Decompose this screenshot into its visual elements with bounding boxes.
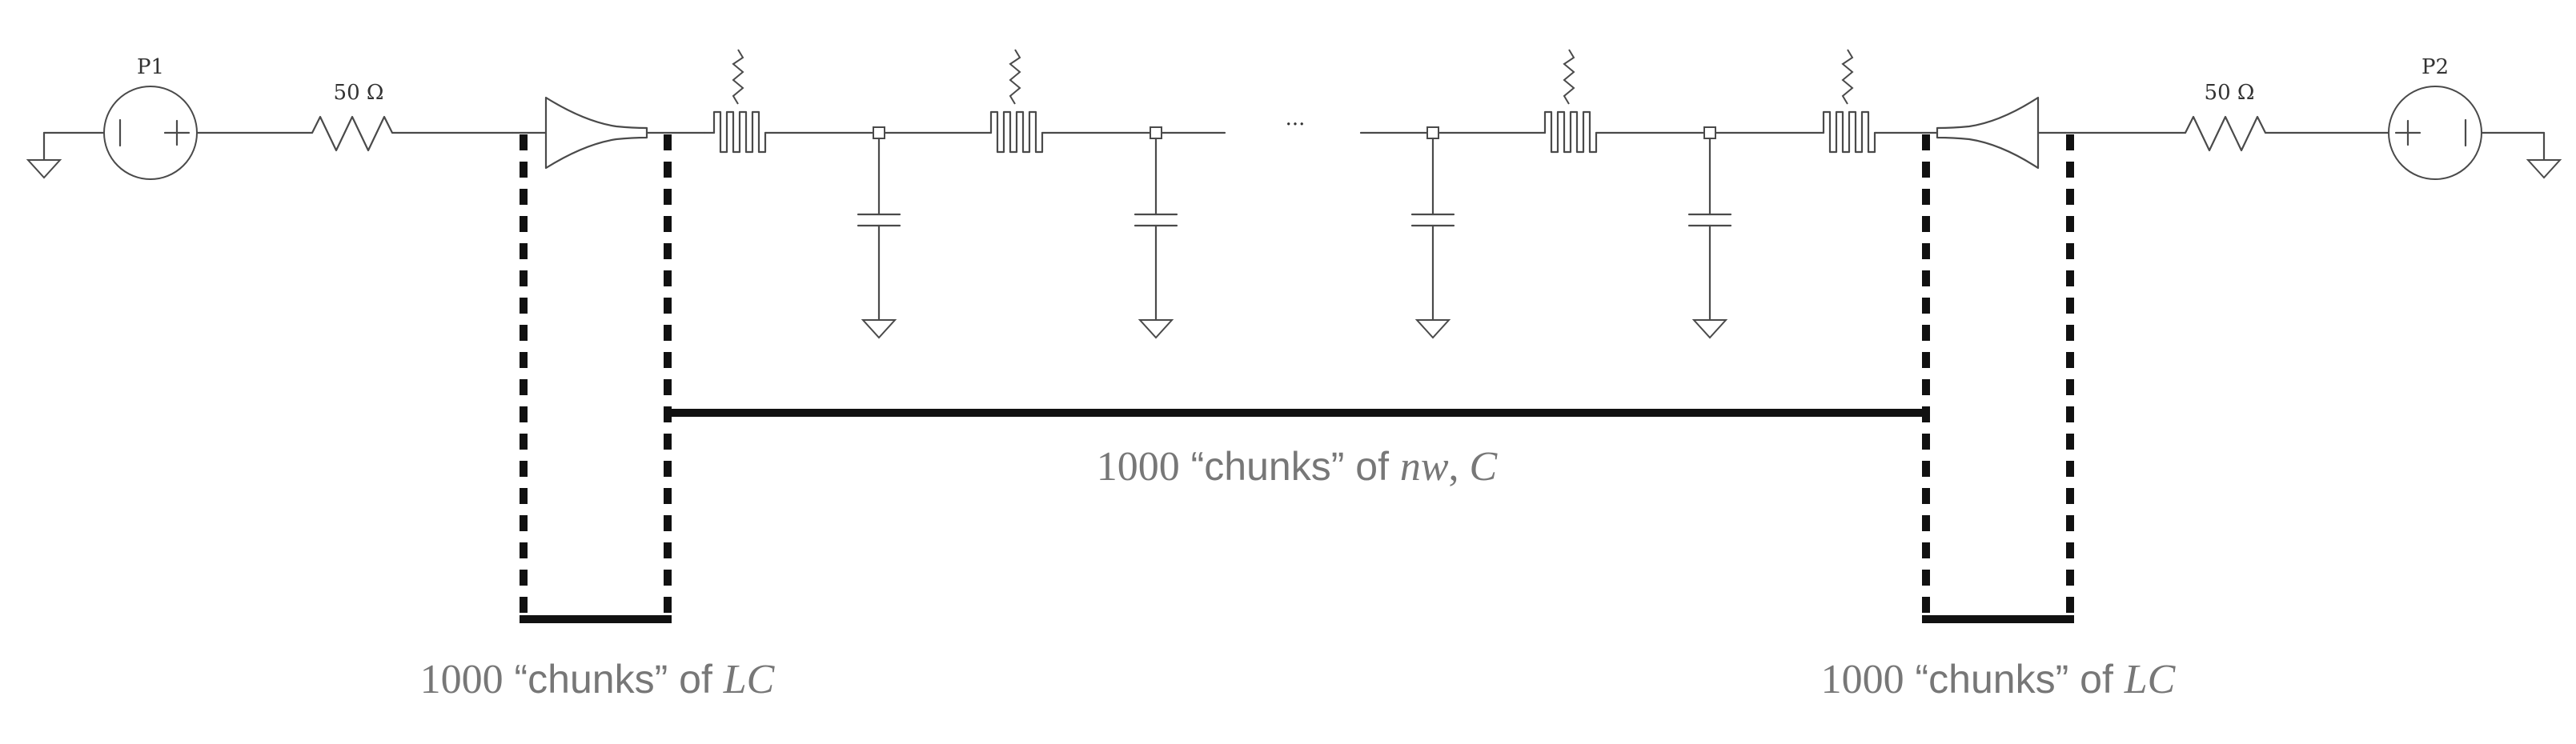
- nanowire-icon: [1009, 49, 1021, 105]
- resistor-right-label: 50 Ω: [2205, 81, 2255, 105]
- shunt-capacitor-1: [857, 126, 901, 339]
- nanowire-icon: [1563, 49, 1575, 105]
- right-caption: 1000 “chunks” of LC: [1821, 657, 2177, 702]
- middle-caption: 1000 “chunks” of nw, C: [1097, 444, 1499, 490]
- shunt-capacitor-4: [1687, 126, 1732, 339]
- inductor-2: [883, 49, 1158, 154]
- bracket-right-taper: [1922, 134, 2074, 623]
- ground-icon: [1414, 319, 1451, 339]
- ground-icon: [1691, 319, 1728, 339]
- port-p2-label: P2: [2422, 55, 2449, 79]
- nanowire-icon: [1841, 49, 1854, 105]
- shunt-capacitor-2: [1134, 126, 1226, 339]
- inductor-1: [703, 49, 881, 154]
- left-ground-symbol: [26, 131, 106, 179]
- port-p1-label: P1: [137, 55, 164, 79]
- inductor-3: [1437, 49, 1706, 154]
- left-caption: 1000 “chunks” of LC: [420, 657, 776, 702]
- shunt-capacitor-3: [1359, 126, 1455, 339]
- ground-icon: [861, 319, 897, 339]
- port-p2-source: P2: [2388, 55, 2482, 180]
- right-ground-symbol: [2480, 131, 2562, 179]
- inductor-4: [1714, 49, 1939, 154]
- ladder-ellipsis: ···: [1286, 113, 1306, 137]
- taper-right: [1936, 96, 2067, 170]
- taper-left: [511, 96, 706, 170]
- bracket-left-taper: [520, 134, 672, 623]
- ground-icon: [1138, 319, 1174, 339]
- nanowire-icon: [732, 49, 744, 105]
- resistor-right: 50 Ω: [2064, 81, 2390, 152]
- resistor-left: 50 Ω: [195, 81, 514, 152]
- resistor-left-label: 50 Ω: [334, 81, 384, 105]
- port-p1-source: P1: [103, 55, 198, 180]
